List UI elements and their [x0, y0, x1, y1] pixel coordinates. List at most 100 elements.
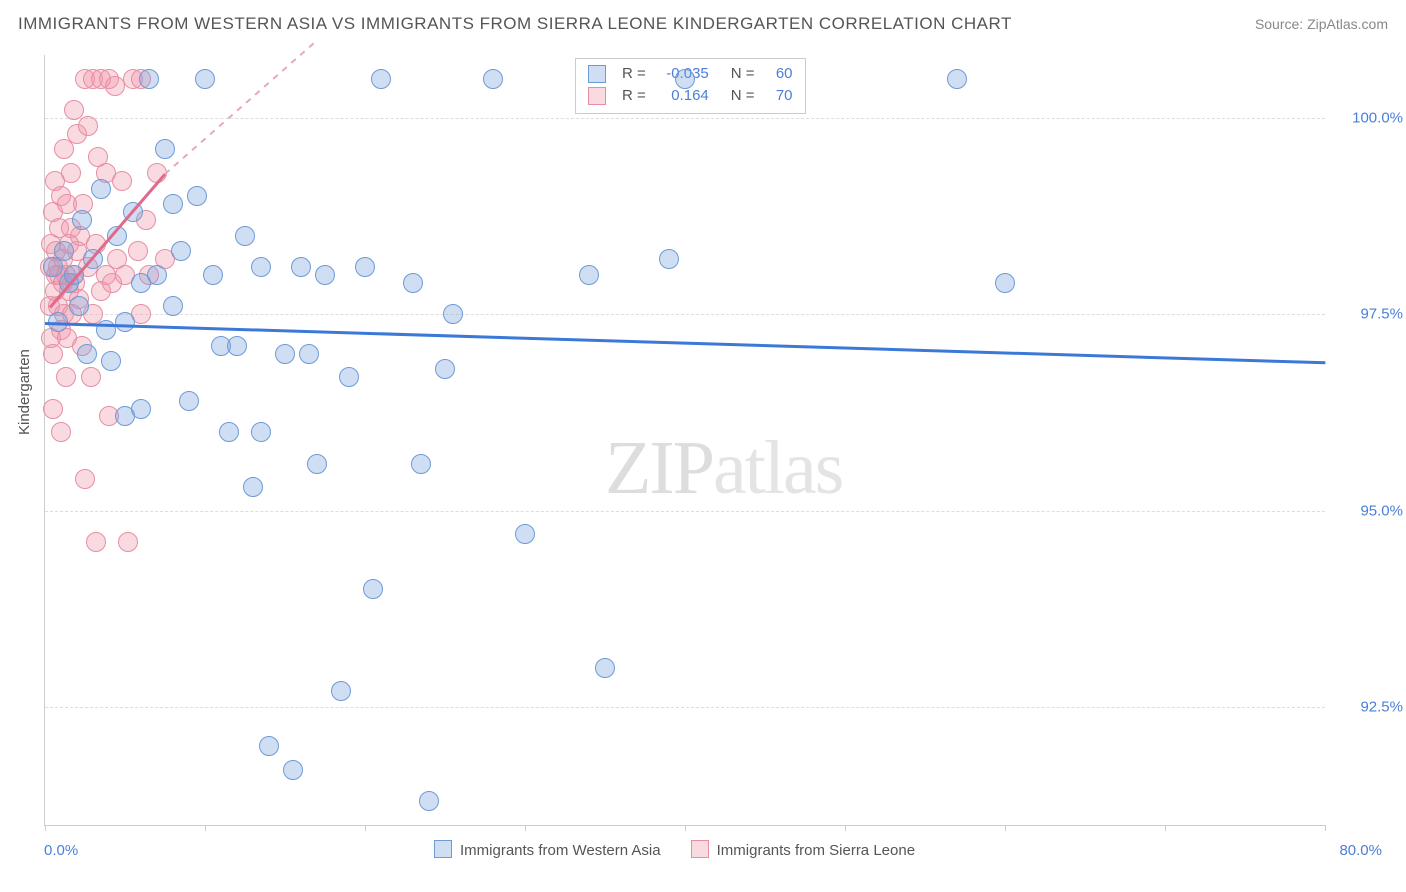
x-tick — [205, 825, 206, 831]
point-blue — [411, 454, 431, 474]
point-blue — [77, 344, 97, 364]
point-blue — [163, 296, 183, 316]
point-pink — [81, 367, 101, 387]
chart-title: IMMIGRANTS FROM WESTERN ASIA VS IMMIGRAN… — [18, 14, 1012, 34]
x-tick — [45, 825, 46, 831]
point-blue — [331, 681, 351, 701]
point-blue — [187, 186, 207, 206]
corr-swatch — [588, 87, 606, 105]
x-tick — [1325, 825, 1326, 831]
point-pink — [86, 532, 106, 552]
legend-swatch-pink — [691, 840, 709, 858]
point-blue — [227, 336, 247, 356]
point-blue — [69, 296, 89, 316]
corr-swatch — [588, 65, 606, 83]
x-tick — [685, 825, 686, 831]
x-tick — [1005, 825, 1006, 831]
point-blue — [101, 351, 121, 371]
point-blue — [115, 312, 135, 332]
plot-area: ZIPatlas R =-0.035N =60R =0.164N =70 92.… — [44, 55, 1324, 825]
point-blue — [54, 241, 74, 261]
corr-N-value: 70 — [763, 85, 793, 107]
point-blue — [419, 791, 439, 811]
x-axis-min-label: 0.0% — [44, 842, 78, 859]
point-blue — [355, 257, 375, 277]
y-tick-label: 92.5% — [1360, 699, 1403, 716]
point-pink — [43, 344, 63, 364]
point-blue — [243, 477, 263, 497]
point-blue — [291, 257, 311, 277]
point-blue — [579, 265, 599, 285]
point-pink — [56, 367, 76, 387]
point-blue — [947, 69, 967, 89]
point-blue — [299, 344, 319, 364]
corr-N-label: N = — [731, 63, 755, 85]
source-label: Source: ZipAtlas.com — [1255, 16, 1388, 32]
point-blue — [203, 265, 223, 285]
point-blue — [72, 210, 92, 230]
point-blue — [195, 69, 215, 89]
grid-line — [45, 707, 1325, 708]
corr-R-label: R = — [622, 85, 646, 107]
y-axis-label: Kindergarten — [16, 349, 33, 435]
point-pink — [112, 171, 132, 191]
point-blue — [219, 422, 239, 442]
point-blue — [179, 391, 199, 411]
corr-N-value: 60 — [763, 63, 793, 85]
point-pink — [43, 399, 63, 419]
point-blue — [259, 736, 279, 756]
y-tick-label: 97.5% — [1360, 306, 1403, 323]
point-blue — [155, 139, 175, 159]
point-pink — [61, 163, 81, 183]
point-blue — [995, 273, 1015, 293]
point-blue — [171, 241, 191, 261]
point-pink — [64, 100, 84, 120]
point-blue — [235, 226, 255, 246]
trend-line-pink-dashed — [164, 40, 317, 175]
point-blue — [443, 304, 463, 324]
point-blue — [163, 194, 183, 214]
point-blue — [675, 69, 695, 89]
grid-line — [45, 511, 1325, 512]
point-blue — [283, 760, 303, 780]
grid-line — [45, 118, 1325, 119]
point-blue — [659, 249, 679, 269]
point-blue — [251, 422, 271, 442]
y-tick-label: 95.0% — [1360, 502, 1403, 519]
corr-R-value: 0.164 — [654, 85, 709, 107]
point-blue — [515, 524, 535, 544]
point-blue — [131, 399, 151, 419]
watermark: ZIPatlas — [605, 425, 842, 512]
corr-N-label: N = — [731, 85, 755, 107]
point-blue — [251, 257, 271, 277]
legend-swatch-blue — [434, 840, 452, 858]
corr-R-label: R = — [622, 63, 646, 85]
y-tick-label: 100.0% — [1352, 109, 1403, 126]
point-blue — [435, 359, 455, 379]
point-blue — [339, 367, 359, 387]
x-tick — [1165, 825, 1166, 831]
x-tick — [525, 825, 526, 831]
point-blue — [307, 454, 327, 474]
legend-label-pink: Immigrants from Sierra Leone — [717, 842, 915, 859]
point-blue — [147, 265, 167, 285]
point-pink — [78, 116, 98, 136]
point-pink — [75, 469, 95, 489]
x-tick — [845, 825, 846, 831]
point-blue — [371, 69, 391, 89]
point-pink — [118, 532, 138, 552]
point-pink — [51, 422, 71, 442]
point-blue — [363, 579, 383, 599]
x-axis-legend: Immigrants from Western Asia Immigrants … — [434, 840, 915, 859]
point-blue — [595, 658, 615, 678]
point-blue — [403, 273, 423, 293]
point-blue — [315, 265, 335, 285]
x-axis-max-label: 80.0% — [1339, 842, 1382, 859]
point-blue — [275, 344, 295, 364]
point-blue — [91, 179, 111, 199]
legend-label-blue: Immigrants from Western Asia — [460, 842, 661, 859]
point-blue — [139, 69, 159, 89]
grid-line — [45, 314, 1325, 315]
x-tick — [365, 825, 366, 831]
point-blue — [483, 69, 503, 89]
